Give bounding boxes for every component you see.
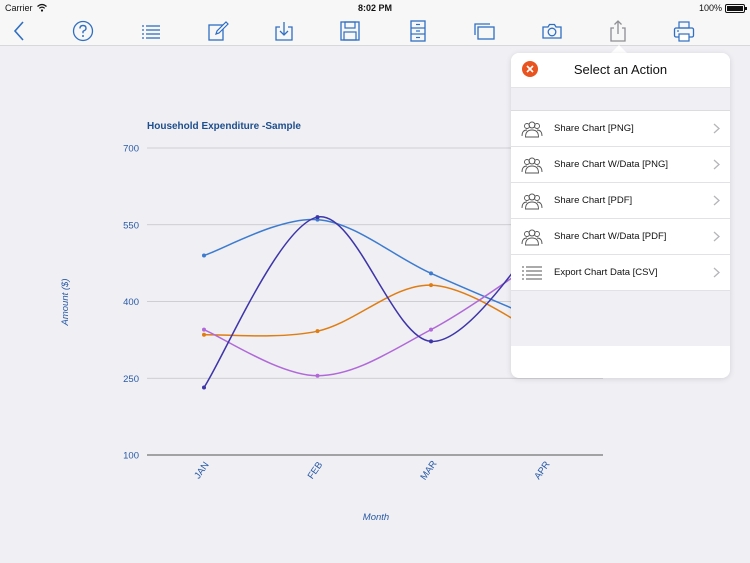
data-point [202,253,206,258]
list-button[interactable] [137,19,165,43]
chart-area: Household Expenditure -Sample 100 250 400 5… [0,47,750,563]
clock: 8:02 PM [357,3,392,13]
people-icon [521,193,543,210]
list-icon [142,25,160,39]
battery-percent: 100% [698,3,722,13]
x-tick-label: APR [532,459,552,481]
x-axis-ticks: JAN FEB MAR APR [192,459,552,483]
share-button[interactable] [604,19,632,43]
series-line [203,254,545,377]
windows-icon [474,23,495,40]
toolbar [0,16,750,46]
export-chart-csv-item[interactable]: Export Chart Data [CSV] [511,255,730,291]
popover-header: Select an Action [511,53,730,87]
popover-arrow [610,45,628,54]
chevron-right-icon [713,267,720,278]
line-chart: Household Expenditure -Sample 100 250 400 5… [60,121,603,523]
chevron-right-icon [713,123,720,134]
data-point [315,373,320,378]
popover-separator [511,87,730,111]
share-chart-data-pdf-item[interactable]: Share Chart W/Data [PDF] [511,219,730,255]
y-tick-label: 400 [123,297,139,308]
print-button[interactable] [670,19,698,43]
action-label: Share Chart W/Data [PNG] [554,159,669,170]
question-icon [72,20,94,42]
close-icon [526,65,534,73]
y-axis-label: Amount ($) [60,279,71,327]
y-tick-label: 100 [123,451,139,462]
back-button[interactable] [6,19,34,43]
data-point [315,329,320,334]
printer-icon [673,21,695,42]
share-chart-pdf-item[interactable]: Share Chart [PDF] [511,183,730,219]
share-chart-data-png-item[interactable]: Share Chart W/Data [PNG] [511,147,730,183]
status-bar: Carrier 8:02 PM 100% [0,0,750,16]
x-tick-label: FEB [306,460,326,481]
people-icon [521,229,543,246]
action-list: Share Chart [PNG] Share Chart W/Data [PN… [511,111,730,291]
people-icon [521,121,543,138]
data-point [315,215,320,220]
series-line [203,284,545,338]
data-point [429,271,433,276]
popover-title: Select an Action [573,62,668,77]
download-icon [275,22,293,41]
popover-footer [511,291,730,346]
camera-icon [542,23,562,39]
data-point [202,332,206,337]
cabinet-icon [410,20,426,42]
y-tick-label: 700 [123,144,139,155]
list-icon [522,266,542,280]
data-point [429,283,433,288]
action-popover: Select an Action Share Chart [PNG] Share… [511,53,730,378]
action-label: Share Chart [PDF] [554,195,633,206]
y-axis-ticks: 100 250 400 550 700 [123,144,139,462]
data-point [202,327,206,332]
data-point [429,339,433,344]
share-chart-png-item[interactable]: Share Chart [PNG] [511,111,730,147]
pencil-icon [208,21,229,41]
carrier-label: Carrier [5,3,33,13]
save-button[interactable] [336,19,364,43]
camera-button[interactable] [538,19,566,43]
help-button[interactable] [69,19,97,43]
chevron-right-icon [713,195,720,206]
download-button[interactable] [270,19,298,43]
action-label: Share Chart W/Data [PDF] [554,231,667,242]
cabinet-button[interactable] [404,19,432,43]
floppy-icon [340,21,360,41]
wifi-icon [37,3,47,12]
data-point [429,327,433,332]
chevron-left-icon [13,21,24,41]
series-line [203,216,546,388]
windows-button[interactable] [470,19,498,43]
chart-series [202,215,547,390]
y-tick-label: 550 [123,220,139,231]
close-button[interactable] [522,61,538,77]
chevron-right-icon [713,159,720,170]
battery-icon [725,4,747,13]
x-axis-label: Month [363,512,389,523]
series-line [203,218,545,323]
action-label: Share Chart [PNG] [554,123,634,134]
chart-title: Household Expenditure -Sample [147,121,301,132]
edit-button[interactable] [204,19,232,43]
share-icon [610,20,626,42]
chevron-right-icon [713,231,720,242]
people-icon [521,157,543,174]
data-point [202,385,206,390]
x-tick-label: JAN [192,460,211,481]
x-tick-label: MAR [418,459,439,483]
action-label: Export Chart Data [CSV] [554,267,658,278]
y-tick-label: 250 [123,374,139,385]
